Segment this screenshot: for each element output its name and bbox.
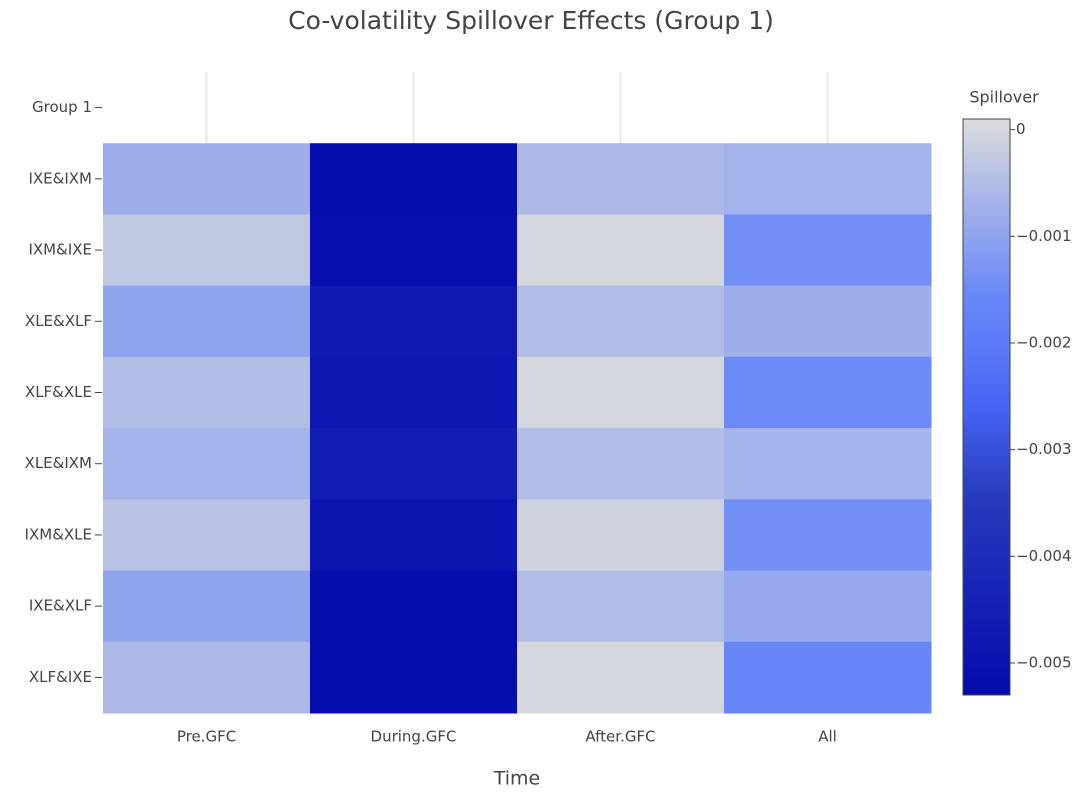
heatmap-cell	[103, 570, 311, 643]
heatmap-cell	[517, 143, 725, 215]
heatmap-cell	[724, 214, 932, 287]
heatmap-cell	[103, 285, 311, 358]
heatmap-cell	[724, 428, 932, 500]
heatmap-cell	[103, 499, 311, 572]
y-tick-label: XLE&XLF	[25, 312, 92, 330]
heatmap-cell	[310, 499, 518, 572]
x-tick-label: All	[818, 728, 837, 746]
heatmap-cell	[310, 285, 518, 358]
colorbar-tick-label: −0.005	[1016, 654, 1072, 672]
heatmap-cell	[724, 356, 932, 429]
y-tick-label: Group 1	[32, 98, 92, 116]
colorbar-tick-label: 0	[1016, 120, 1026, 138]
heatmap-cell	[103, 641, 311, 714]
heatmap-cell	[724, 499, 932, 572]
heatmap-cell	[724, 143, 932, 215]
heatmap-cell	[517, 428, 725, 500]
colorbar	[962, 118, 1011, 696]
heatmap-cell	[517, 214, 725, 287]
heatmap-cell	[517, 285, 725, 358]
colorbar-tick-label: −0.004	[1016, 547, 1072, 565]
heatmap-cell	[103, 214, 311, 287]
y-tick-label: IXE&XLF	[29, 597, 92, 615]
colorbar-tick-label: −0.002	[1016, 334, 1072, 352]
colorbar-title: Spillover	[969, 88, 1039, 107]
heatmap-cell	[310, 143, 518, 215]
heatmap-cell	[517, 499, 725, 572]
heatmap-cell	[517, 570, 725, 643]
chart-title: Co-volatility Spillover Effects (Group 1…	[288, 6, 774, 35]
heatmap-cell	[103, 428, 311, 500]
heatmap-cell	[310, 214, 518, 287]
heatmap-cell	[103, 356, 311, 429]
heatmap-cell	[310, 428, 518, 500]
x-axis-title: Time	[493, 768, 541, 790]
colorbar-tick-label: −0.001	[1016, 227, 1072, 245]
y-tick-label: XLE&IXM	[25, 454, 92, 472]
x-tick-label: During.GFC	[371, 728, 457, 746]
heatmap-cell	[310, 641, 518, 714]
y-tick-label: IXM&IXE	[28, 241, 92, 259]
y-tick-label: XLF&XLE	[25, 383, 92, 401]
heatmap-cell	[310, 570, 518, 643]
x-tick-label: Pre.GFC	[177, 728, 236, 746]
y-tick-label: XLF&IXE	[29, 668, 92, 686]
heatmap-cell	[310, 356, 518, 429]
y-tick-label: IXE&IXM	[28, 169, 92, 187]
y-tick-label: IXM&XLE	[25, 525, 92, 543]
heatmap-cell	[724, 285, 932, 358]
heatmap-cell	[517, 356, 725, 429]
heatmap-cell	[103, 143, 311, 215]
heatmap-cell	[724, 641, 932, 714]
x-tick-label: After.GFC	[585, 728, 655, 746]
colorbar-tick-label: −0.003	[1016, 440, 1072, 458]
heatmap-cell	[517, 641, 725, 714]
heatmap-cell	[724, 570, 932, 643]
